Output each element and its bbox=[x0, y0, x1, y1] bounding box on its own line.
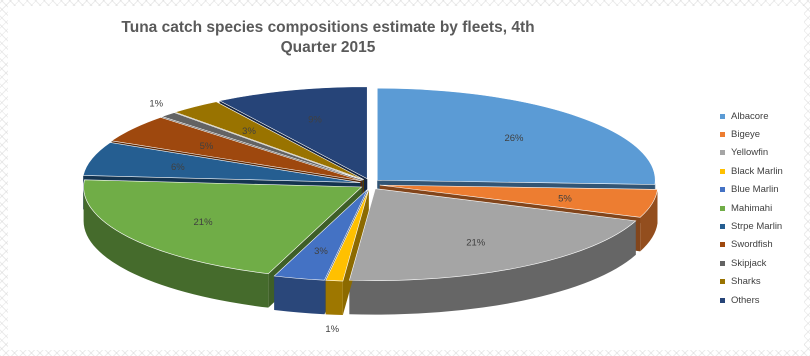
legend-label: Others bbox=[731, 294, 760, 306]
legend-label: Swordfish bbox=[731, 239, 773, 251]
legend-label: Sharks bbox=[731, 276, 761, 288]
legend-item-blue-marlin[interactable]: Blue Marlin bbox=[720, 181, 810, 199]
pie-chart: 26% 5% 21% 1% 3% 21% 6% 5% 1% 3% 9% bbox=[82, 86, 658, 335]
legend-swatch bbox=[720, 297, 725, 303]
pie-slice-strpe-marlin[interactable] bbox=[82, 142, 361, 183]
legend-item-mahimahi[interactable]: Mahimahi bbox=[720, 199, 810, 217]
legend-swatch bbox=[720, 132, 725, 138]
data-label-skipjack: 1% bbox=[149, 99, 163, 110]
chart-title: Tuna catch species compositions estimate… bbox=[121, 19, 535, 56]
data-label-mahimahi: 21% bbox=[194, 217, 214, 228]
pie-slice-black-marlin[interactable] bbox=[325, 189, 370, 282]
pie-slice-bigeye[interactable] bbox=[379, 184, 658, 218]
data-label-black-marlin: 1% bbox=[325, 324, 339, 335]
pie-slice-blue-marlin[interactable] bbox=[273, 189, 368, 281]
legend-item-yellowfin[interactable]: Yellowfin bbox=[720, 144, 810, 162]
legend-label: Mahimahi bbox=[731, 202, 773, 214]
legend-label: Bigeye bbox=[731, 129, 761, 141]
slice-side-mahimahi bbox=[83, 186, 269, 308]
legend-label: Blue Marlin bbox=[731, 184, 779, 196]
data-label-albacore: 26% bbox=[504, 133, 524, 144]
legend-swatch bbox=[720, 279, 725, 285]
data-label-sharks: 3% bbox=[242, 126, 256, 137]
data-label-strpe-marlin: 6% bbox=[171, 162, 185, 173]
legend-label: Skipjack bbox=[731, 257, 767, 269]
legend-label: Yellowfin bbox=[731, 147, 769, 159]
legend-swatch bbox=[720, 113, 725, 119]
legend-item-albacore[interactable]: Albacore bbox=[720, 107, 810, 125]
data-label-bigeye: 5% bbox=[558, 194, 572, 205]
pie-slice-sharks[interactable] bbox=[174, 101, 365, 180]
slice-side-blue-marlin bbox=[274, 275, 325, 315]
legend-item-swordfish[interactable]: Swordfish bbox=[720, 236, 810, 254]
legend-item-bigeye[interactable]: Bigeye bbox=[720, 125, 810, 143]
legend: Albacore Bigeye Yellowfin Black Marlin Blue … bbox=[720, 107, 810, 309]
data-label-others: 9% bbox=[308, 115, 322, 126]
chart-area: Tuna catch species compositions estimate… bbox=[8, 6, 804, 350]
pie-slice-others[interactable] bbox=[218, 86, 368, 180]
legend-item-skipjack[interactable]: Skipjack bbox=[720, 254, 810, 272]
legend-swatch bbox=[720, 187, 725, 193]
legend-swatch bbox=[720, 260, 725, 266]
data-label-swordfish: 5% bbox=[200, 141, 214, 152]
legend-swatch bbox=[720, 242, 725, 248]
slice-side-bigeye bbox=[640, 189, 658, 252]
legend-label: Albacore bbox=[731, 110, 769, 122]
legend-label: Strpe Marlin bbox=[731, 221, 783, 233]
pie-slice-mahimahi[interactable] bbox=[83, 179, 363, 274]
legend-label: Black Marlin bbox=[731, 165, 783, 177]
slice-side-yellowfin bbox=[349, 220, 636, 315]
pie-slice-swordfish[interactable] bbox=[110, 117, 362, 182]
legend-swatch bbox=[720, 150, 725, 156]
legend-item-others[interactable]: Others bbox=[720, 291, 810, 309]
data-label-yellowfin: 21% bbox=[466, 238, 486, 249]
legend-item-black-marlin[interactable]: Black Marlin bbox=[720, 162, 810, 180]
legend-item-sharks[interactable]: Sharks bbox=[720, 273, 810, 291]
pie-slice-yellowfin[interactable] bbox=[349, 188, 637, 281]
data-label-blue-marlin: 3% bbox=[314, 246, 328, 257]
legend-swatch bbox=[720, 205, 725, 211]
pie-slice-albacore[interactable] bbox=[376, 87, 656, 185]
legend-swatch bbox=[720, 224, 725, 230]
slice-side-black-marlin bbox=[325, 280, 343, 316]
legend-item-strpe-marlin[interactable]: Strpe Marlin bbox=[720, 217, 810, 235]
legend-swatch bbox=[720, 168, 725, 174]
pie-slice-skipjack[interactable] bbox=[160, 112, 364, 181]
